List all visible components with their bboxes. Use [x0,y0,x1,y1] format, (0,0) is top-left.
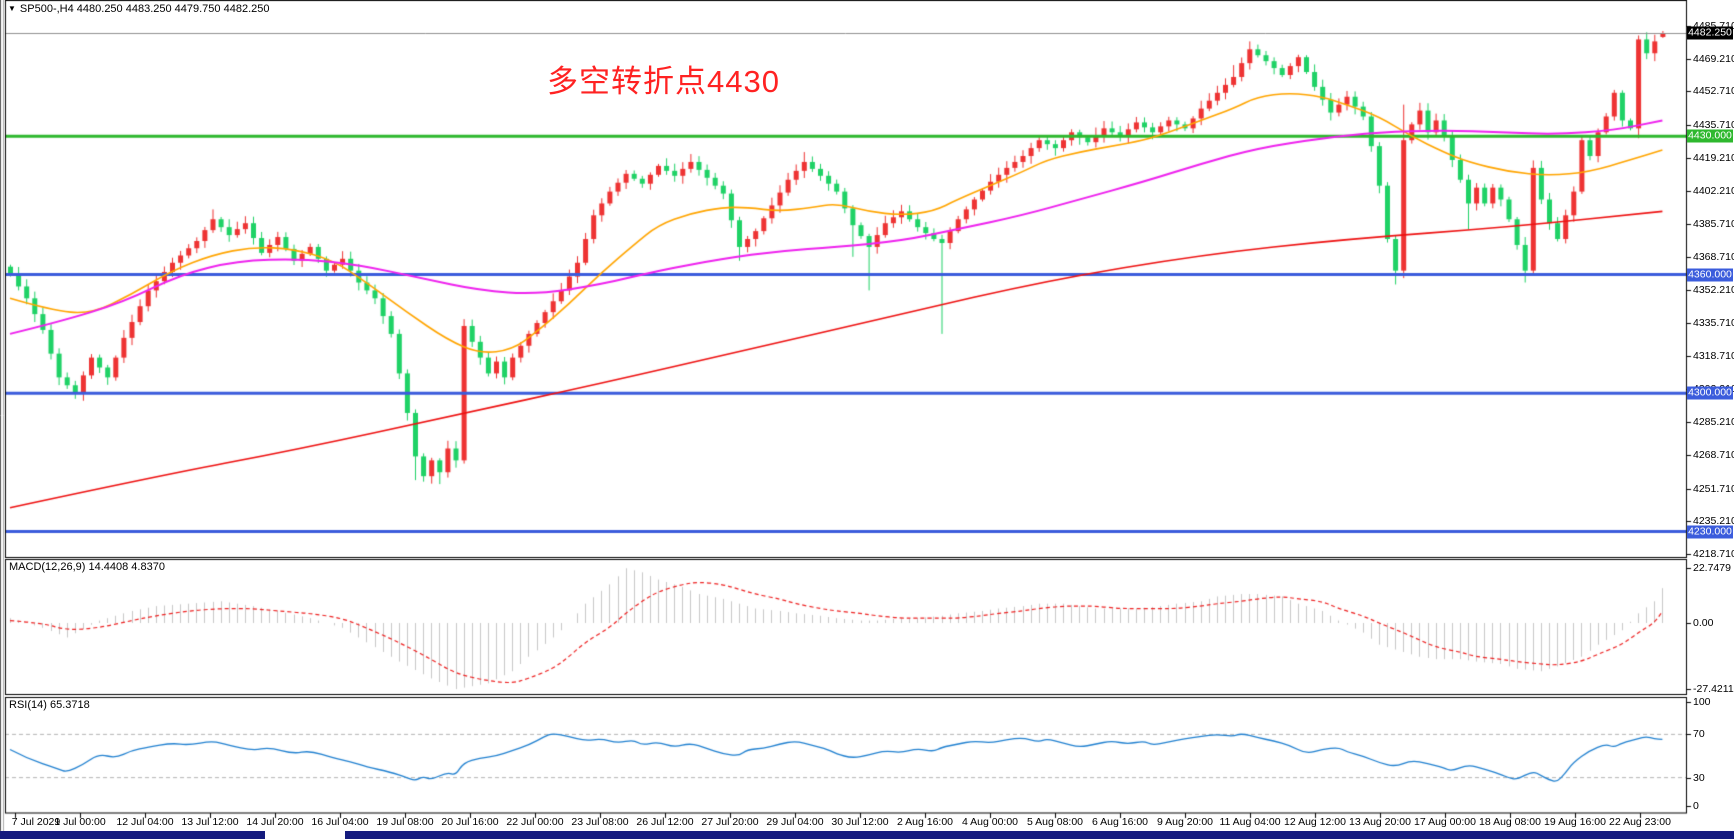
collapse-triangle-icon[interactable]: ▼ [8,4,16,13]
macd-axis-label: 22.7479 [1693,562,1731,575]
macd-axis-label: -27.4211 [1693,683,1734,696]
time-axis-label: 14 Jul 20:00 [246,816,304,828]
time-axis-label: 26 Jul 12:00 [636,816,694,828]
price-badge-current-price: 4482.250 [1687,26,1733,40]
rsi-axis-label: 30 [1693,771,1705,784]
time-axis-label: 13 Jul 12:00 [181,816,239,828]
price-axis-label: 4285.210 [1693,416,1734,429]
time-axis-label: 5 Aug 08:00 [1026,816,1084,828]
price-axis-label: 4385.710 [1693,217,1734,230]
price-axis-label: 4469.210 [1693,52,1734,65]
price-badge-blue-hline: 4300.000 [1687,386,1733,400]
time-axis-label: 6 Aug 16:00 [1091,816,1149,828]
time-axis-label: 17 Aug 00:00 [1414,816,1476,828]
time-axis-label: 23 Jul 08:00 [571,816,629,828]
time-axis-label: 11 Aug 04:00 [1219,816,1281,828]
price-badge-blue-hline: 4230.000 [1687,525,1733,539]
price-axis-label: 4335.710 [1693,316,1734,329]
chinese-annotation: 多空转折点4430 [547,64,780,99]
rsi-axis-label: 0 [1693,800,1699,812]
price-axis-label: 4352.210 [1693,283,1734,296]
price-axis-label: 4251.710 [1693,482,1734,495]
time-axis-label: 12 Jul 04:00 [116,816,174,828]
macd-axis-label: 0.00 [1693,617,1714,629]
price-badge-blue-hline: 4360.000 [1687,268,1733,282]
symbol-ohlc-header: ▼ SP500-,H4 4480.250 4483.250 4479.750 44… [8,3,269,15]
price-axis-label: 4368.710 [1693,251,1734,264]
time-axis-label: 2 Aug 16:00 [896,816,954,828]
price-axis-label: 4268.710 [1693,449,1734,462]
rsi-axis-label: 70 [1693,728,1705,741]
macd-indicator-label: MACD(12,26,9) 14.4408 4.8370 [9,561,165,573]
time-axis-label: 4 Aug 00:00 [961,816,1019,828]
price-axis-label: 4402.210 [1693,185,1734,198]
time-axis-label: 19 Aug 16:00 [1544,816,1606,828]
price-badge-green-hline: 4430.000 [1687,129,1733,143]
time-axis-label: 7 Jul 2021 [11,816,61,828]
rsi-indicator-label: RSI(14) 65.3718 [9,699,90,711]
rsi-axis-label: 100 [1693,696,1711,708]
time-axis-label: 22 Jul 00:00 [506,816,564,828]
time-axis-label: 9 Aug 20:00 [1156,816,1214,828]
symbol-ohlc-text: SP500-,H4 4480.250 4483.250 4479.750 448… [19,3,270,15]
time-axis-label: 16 Jul 04:00 [311,816,369,828]
time-axis-label: 19 Jul 08:00 [376,816,434,828]
time-axis-label: 22 Aug 23:00 [1609,816,1671,828]
bottom-bar-segment [0,831,265,839]
time-axis-label: 9 Jul 00:00 [54,816,106,828]
time-axis-label: 29 Jul 04:00 [766,816,824,828]
time-axis-label: 27 Jul 20:00 [701,816,759,828]
time-axis-label: 12 Aug 12:00 [1284,816,1346,828]
price-axis-label: 4218.710 [1693,547,1734,560]
price-axis-label: 4419.210 [1693,151,1734,164]
price-axis-label: 4318.710 [1693,350,1734,363]
bottom-bar-segment [345,831,1734,839]
time-axis-label: 18 Aug 08:00 [1479,816,1541,828]
price-axis-label: 4452.710 [1693,85,1734,98]
price-axis-label: 4435.710 [1693,118,1734,131]
time-axis-label: 30 Jul 12:00 [831,816,889,828]
time-axis-label: 13 Aug 20:00 [1349,816,1411,828]
time-axis-label: 20 Jul 16:00 [441,816,499,828]
price-axis-label: 4235.210 [1693,515,1734,528]
